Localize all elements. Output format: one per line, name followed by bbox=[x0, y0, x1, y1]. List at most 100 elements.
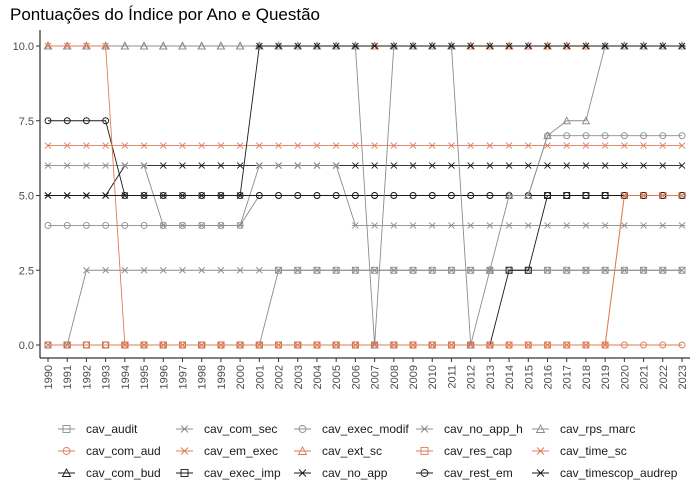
legend-label: cav_em_exec bbox=[204, 444, 278, 458]
data-point bbox=[332, 192, 340, 199]
data-point bbox=[678, 266, 686, 274]
data-point bbox=[140, 142, 148, 149]
data-point bbox=[371, 341, 378, 349]
series-line bbox=[48, 269, 682, 346]
data-point bbox=[544, 42, 552, 50]
data-point bbox=[563, 341, 571, 349]
data-point bbox=[428, 142, 436, 149]
data-point bbox=[179, 266, 186, 274]
data-point bbox=[275, 192, 282, 199]
legend-label: cav_rps_marc bbox=[560, 422, 635, 436]
data-point bbox=[63, 341, 71, 349]
data-point bbox=[409, 162, 417, 169]
legend-item: cav_com_bud bbox=[58, 466, 161, 480]
data-point bbox=[581, 116, 591, 125]
data-point bbox=[121, 221, 129, 229]
data-point bbox=[102, 162, 110, 169]
data-point bbox=[467, 222, 475, 229]
data-point bbox=[82, 192, 90, 199]
series-line bbox=[48, 269, 682, 346]
x-tick-label: 2019 bbox=[600, 365, 612, 389]
legend-marker bbox=[536, 447, 545, 455]
data-point bbox=[179, 341, 186, 349]
data-point bbox=[524, 162, 532, 169]
data-point bbox=[659, 162, 667, 169]
data-point bbox=[179, 162, 186, 169]
data-point bbox=[601, 132, 609, 140]
y-tick-label: 2.5 bbox=[19, 265, 34, 277]
data-point bbox=[44, 42, 52, 50]
data-point bbox=[409, 142, 417, 149]
data-point bbox=[601, 341, 609, 349]
data-point bbox=[620, 42, 628, 50]
data-point bbox=[601, 222, 609, 229]
legend-label: cav_time_sc bbox=[560, 444, 627, 458]
data-point bbox=[217, 266, 225, 274]
legend-marker bbox=[420, 447, 429, 455]
data-point bbox=[102, 142, 109, 149]
data-point bbox=[140, 162, 148, 169]
data-point bbox=[524, 266, 532, 274]
data-point bbox=[139, 41, 149, 50]
x-tick-label: 2018 bbox=[581, 365, 593, 389]
data-point bbox=[524, 42, 532, 50]
data-point bbox=[428, 222, 436, 229]
data-point bbox=[275, 42, 283, 50]
x-tick-label: 2017 bbox=[562, 365, 574, 389]
data-point bbox=[83, 142, 90, 149]
legend-marker bbox=[180, 447, 189, 455]
data-point bbox=[236, 222, 244, 229]
data-point bbox=[159, 142, 167, 149]
data-point bbox=[198, 142, 206, 149]
data-point bbox=[120, 41, 130, 50]
data-point bbox=[582, 341, 590, 349]
data-point bbox=[102, 266, 109, 274]
data-point bbox=[621, 142, 628, 149]
data-point bbox=[390, 266, 398, 274]
data-point bbox=[582, 142, 590, 149]
data-point bbox=[63, 162, 71, 169]
legend-item: cav_exec_imp bbox=[176, 466, 281, 480]
data-point bbox=[351, 192, 359, 199]
data-point bbox=[217, 142, 225, 149]
legend: cav_audit cav_com_aud cav_com_bud cav_com_s… bbox=[58, 422, 678, 480]
data-point bbox=[294, 266, 302, 274]
x-tick-label: 1990 bbox=[43, 365, 55, 389]
data-point bbox=[83, 42, 90, 50]
series-cav_com_sec bbox=[44, 266, 686, 349]
legend-label: cav_exec_imp bbox=[204, 466, 281, 480]
data-point bbox=[448, 162, 455, 169]
data-point bbox=[102, 221, 110, 229]
data-point bbox=[198, 162, 206, 169]
data-point bbox=[563, 192, 571, 199]
x-tick-label: 2000 bbox=[235, 365, 247, 389]
data-point bbox=[235, 41, 245, 50]
data-point bbox=[63, 117, 71, 125]
data-point bbox=[563, 266, 571, 274]
data-point bbox=[621, 266, 628, 274]
x-tick-label: 2002 bbox=[274, 365, 286, 389]
data-point bbox=[44, 142, 52, 149]
x-tick-label: 2007 bbox=[370, 365, 382, 389]
data-point bbox=[448, 142, 455, 149]
data-point bbox=[620, 222, 628, 229]
data-point bbox=[294, 42, 302, 50]
data-point bbox=[640, 266, 647, 274]
data-point bbox=[178, 192, 186, 199]
data-point bbox=[198, 192, 206, 199]
data-point bbox=[486, 222, 494, 229]
data-point bbox=[659, 222, 667, 229]
data-point bbox=[678, 42, 686, 50]
legend-marker bbox=[535, 424, 546, 433]
data-point bbox=[121, 162, 129, 169]
x-tick-label: 2005 bbox=[331, 365, 343, 389]
data-point bbox=[486, 42, 494, 50]
data-point bbox=[159, 266, 167, 274]
data-point bbox=[543, 131, 552, 140]
x-tick-label: 2014 bbox=[504, 365, 516, 389]
data-point bbox=[544, 266, 551, 274]
data-point bbox=[313, 162, 321, 169]
legend-marker bbox=[61, 468, 72, 477]
data-point bbox=[620, 341, 628, 349]
